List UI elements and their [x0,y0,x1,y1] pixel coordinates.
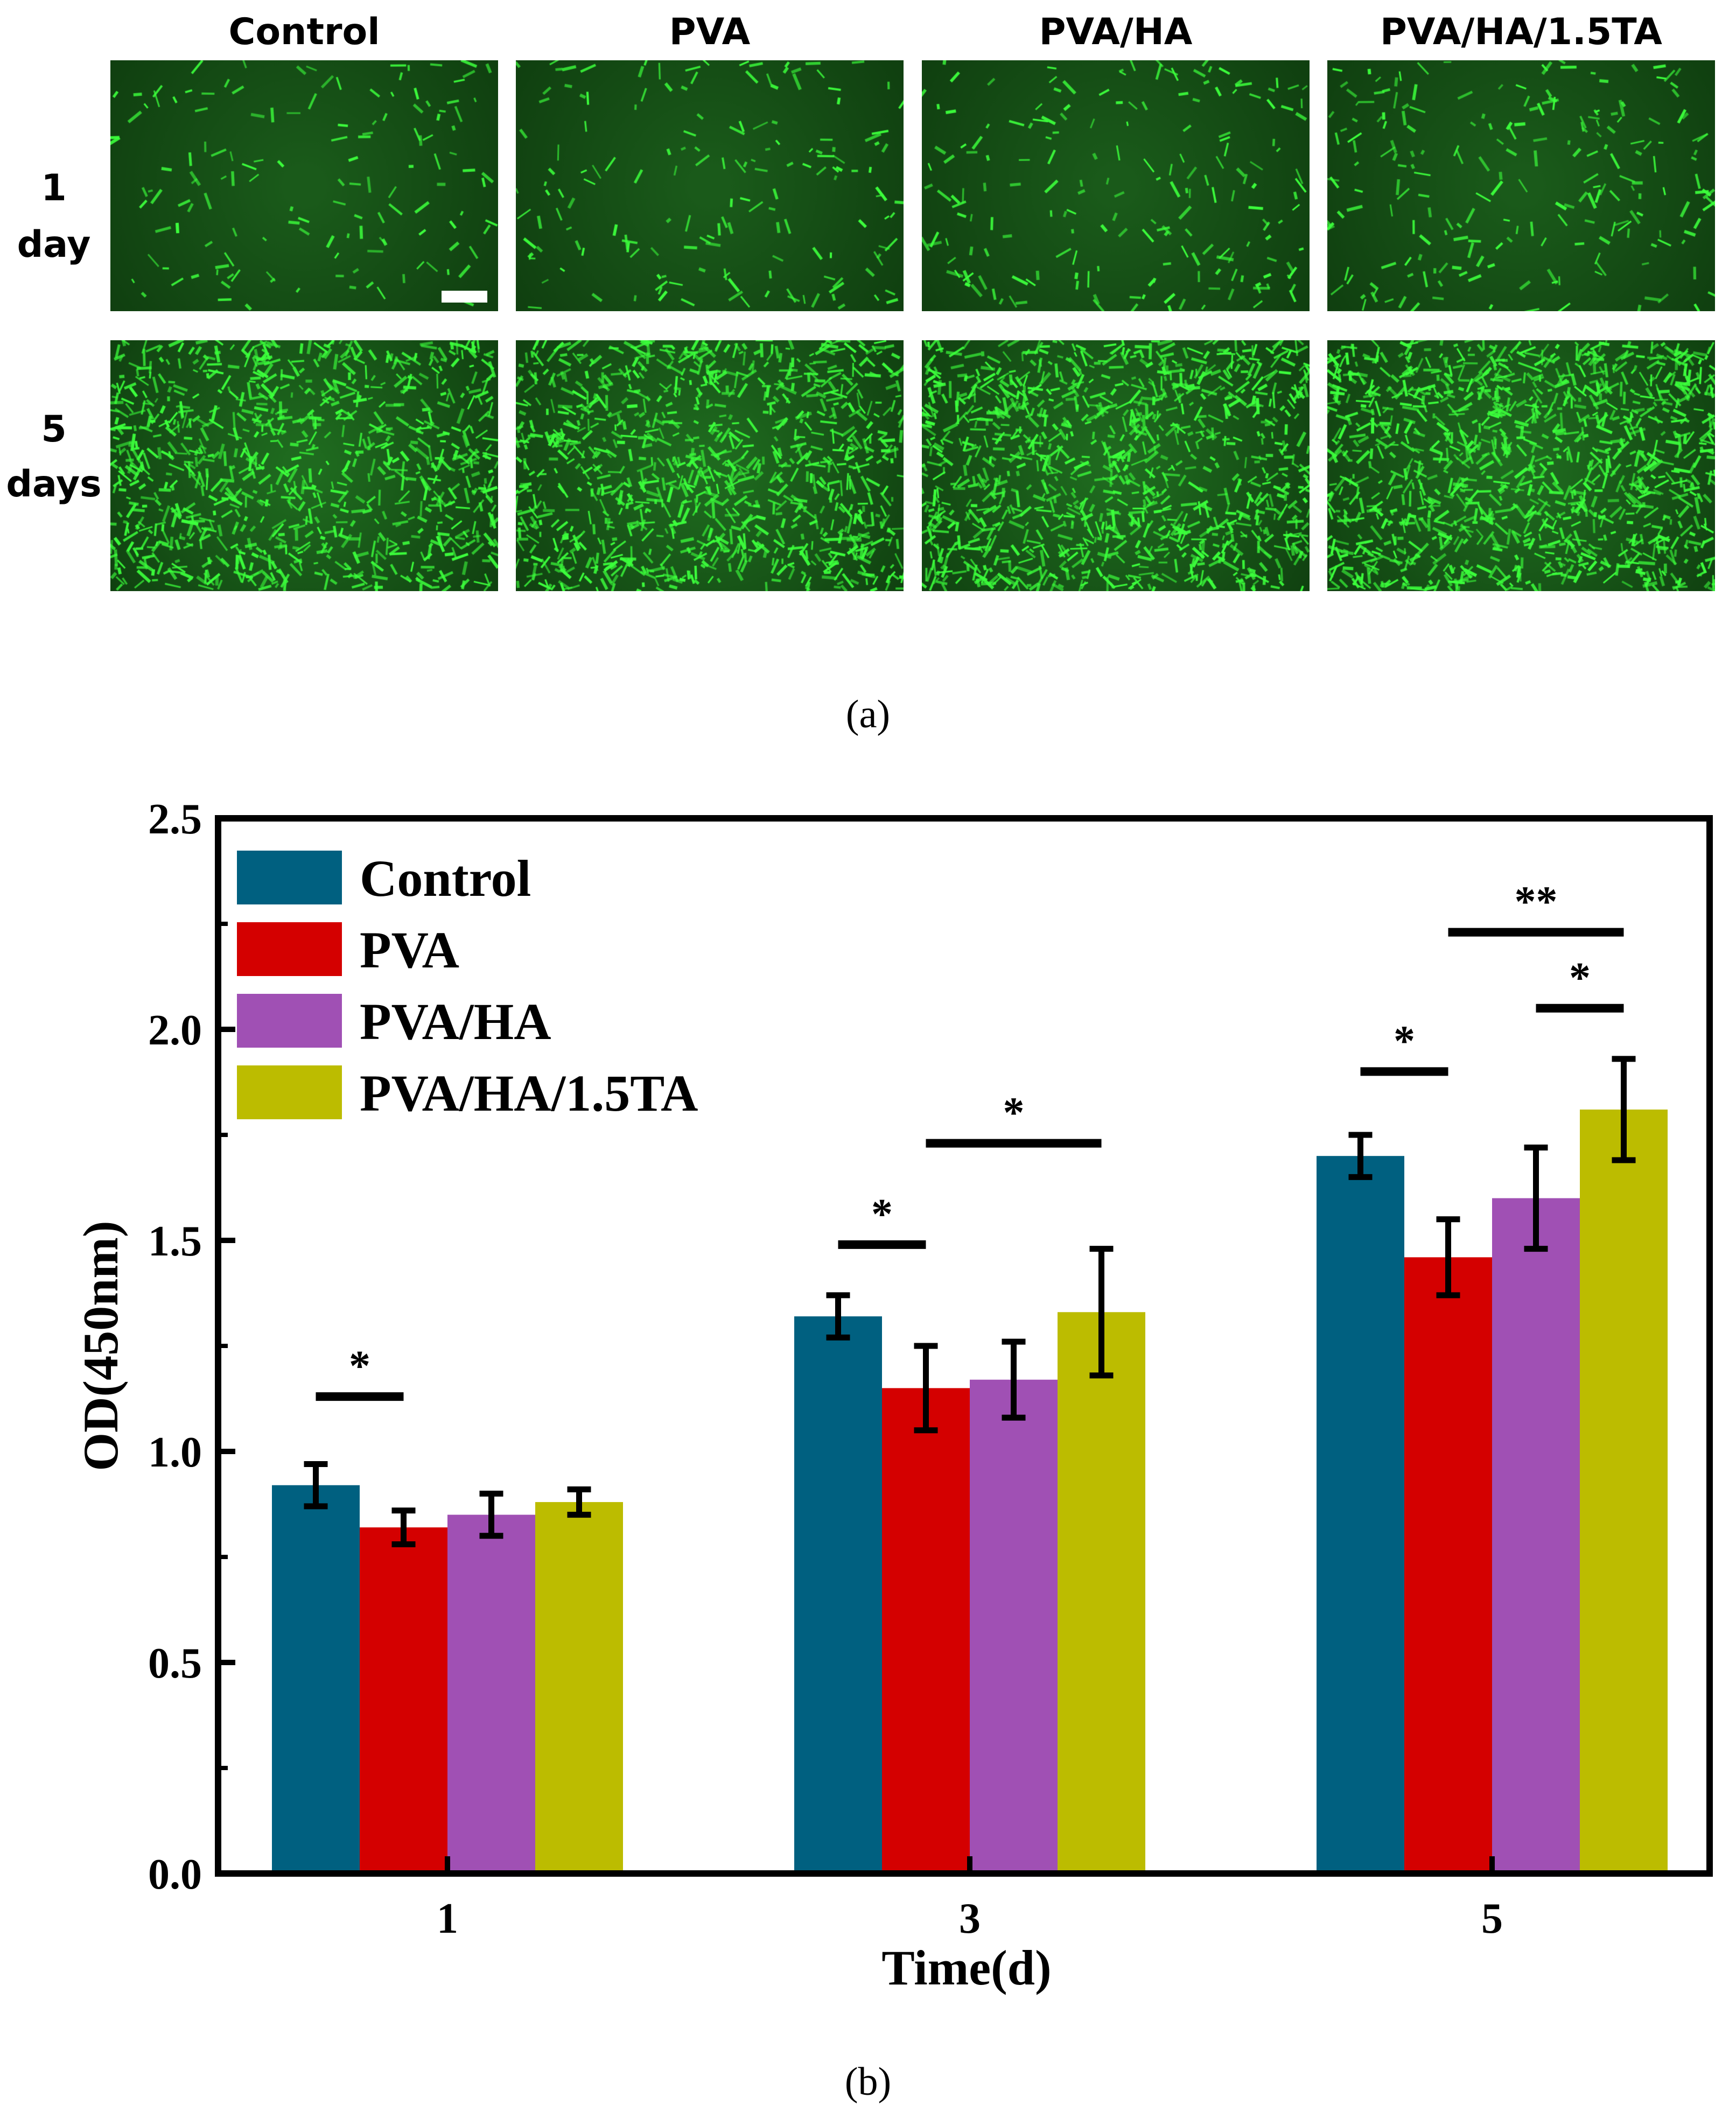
column-title-pva-ha: PVA/HA [1039,11,1193,53]
significance-label: * [1569,955,1591,1002]
legend-swatch [237,1065,342,1119]
row-label-day5-number: 5 [41,408,67,451]
bar [1492,1198,1580,1874]
legend-swatch [237,994,342,1048]
bar [882,1388,970,1874]
column-title-pva-ha-ta: PVA/HA/1.5TA [1380,11,1662,53]
legend-swatch [237,851,342,904]
bar [535,1502,623,1874]
scale-bar [442,291,487,303]
error-bars [304,1056,1636,1547]
column-title-control: Control [228,11,380,53]
row-label-day1-unit: day [17,223,91,266]
significance-label: * [1003,1090,1025,1137]
y-tick-label: 0.5 [148,1640,202,1687]
significance-label: * [871,1191,893,1238]
bar [794,1316,882,1874]
y-tick-label: 0.0 [148,1851,202,1898]
y-tick-label: 1.5 [148,1218,202,1265]
bar [970,1379,1058,1874]
y-axis-title: OD(450nm) [73,1220,128,1471]
micrograph-control-day1 [110,60,498,311]
column-title-pva: PVA [669,11,751,53]
row-label-day5-unit: days [6,463,102,506]
bar [360,1527,447,1874]
x-tick-label: 1 [437,1895,458,1942]
legend-label: PVA/HA/1.5TA [360,1064,698,1122]
micrograph-pva-ha-ta-day1 [1327,60,1715,311]
legend-label: Control [360,850,531,907]
x-tick-label: 3 [959,1895,981,1942]
micrograph-pva-ha-day1 [922,60,1310,311]
bar [1580,1109,1668,1874]
y-tick-label: 2.5 [148,796,202,843]
bar [1317,1156,1404,1874]
legend-label: PVA/HA [360,993,551,1050]
micrograph-pva-ha-day5 [922,340,1310,591]
legend-swatch [237,922,342,976]
bar [1058,1312,1145,1874]
caption-a: (a) [845,692,891,736]
bar [447,1514,535,1874]
micrograph-pva-day5 [516,340,904,591]
y-tick-label: 1.0 [148,1429,202,1476]
significance-marks: ******* [316,879,1624,1401]
row-label-day1-number: 1 [41,167,67,209]
y-tick-label: 2.0 [148,1007,202,1054]
x-tick-label: 5 [1481,1895,1503,1942]
micrograph-pva-day1 [516,60,904,311]
panel-a-micrographs: Control PVA PVA/HA PVA/HA/1.5TA 1 day 5 … [0,0,1736,592]
significance-label: ** [1515,879,1558,926]
bars [272,1109,1668,1874]
x-axis-ticks: 1 3 5 [437,1856,1503,1942]
bar [272,1485,360,1874]
significance-label: * [1394,1018,1415,1065]
micrograph-control-day5 [110,340,498,591]
bar [1404,1257,1492,1874]
legend-label: PVA [360,921,459,979]
micrograph-pva-ha-ta-day5 [1327,340,1715,591]
y-axis-ticks: 0.0 0.5 1.0 1.5 2.0 2.5 [148,796,235,1898]
legend: Control PVA PVA/HA PVA/HA/1.5TA [237,850,698,1122]
plot-frame [215,815,1713,1877]
significance-label: * [349,1343,370,1390]
caption-b: (b) [844,2060,892,2104]
x-axis-title: Time(d) [881,1940,1051,1995]
